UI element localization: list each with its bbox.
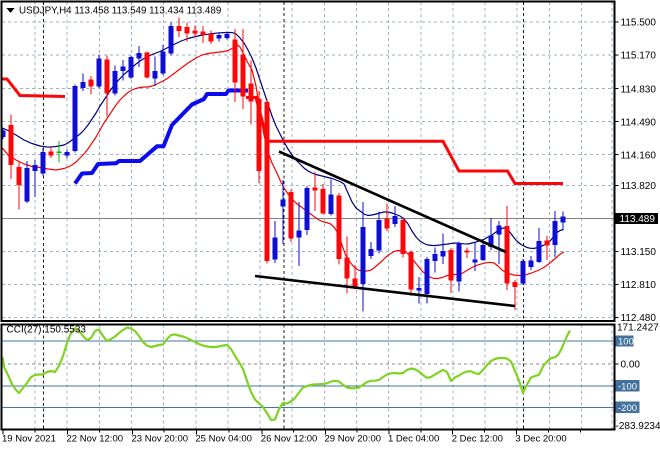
svg-text:23 Nov 20:00: 23 Nov 20:00	[132, 434, 189, 445]
svg-text:115.500: 115.500	[621, 18, 657, 29]
svg-text:114.830: 114.830	[621, 84, 657, 95]
svg-text:0.00: 0.00	[621, 360, 641, 371]
svg-text:26 Nov 12:00: 26 Nov 12:00	[261, 434, 318, 445]
svg-text:3 Dec 20:00: 3 Dec 20:00	[515, 434, 566, 445]
svg-text:1 Dec 04:00: 1 Dec 04:00	[388, 434, 439, 445]
svg-text:113.820: 113.820	[621, 181, 657, 192]
svg-text:19 Nov 2021: 19 Nov 2021	[2, 434, 56, 445]
svg-text:CCI(27) 150.5533: CCI(27) 150.5533	[7, 325, 87, 336]
svg-text:112.810: 112.810	[621, 280, 657, 291]
svg-text:22 Nov 12:00: 22 Nov 12:00	[67, 434, 124, 445]
svg-text:114.490: 114.490	[621, 117, 657, 128]
svg-text:113.489: 113.489	[620, 214, 656, 225]
svg-text:USDJPY,H4 113.458 113.549 113: USDJPY,H4 113.458 113.549 113.434 113.48…	[19, 6, 221, 17]
svg-text:-200: -200	[618, 403, 637, 414]
svg-text:-283.9234: -283.9234	[616, 421, 660, 432]
svg-text:113.150: 113.150	[621, 247, 657, 258]
svg-text:112.480: 112.480	[621, 313, 657, 324]
svg-text:29 Nov 20:00: 29 Nov 20:00	[325, 434, 382, 445]
svg-text:-100: -100	[618, 381, 637, 392]
svg-text:114.160: 114.160	[621, 150, 657, 161]
svg-text:25 Nov 04:00: 25 Nov 04:00	[195, 434, 252, 445]
svg-text:2 Dec 12:00: 2 Dec 12:00	[452, 434, 503, 445]
svg-text:100: 100	[618, 337, 634, 348]
svg-text:171.2427: 171.2427	[617, 323, 659, 334]
svg-text:115.170: 115.170	[621, 51, 657, 62]
